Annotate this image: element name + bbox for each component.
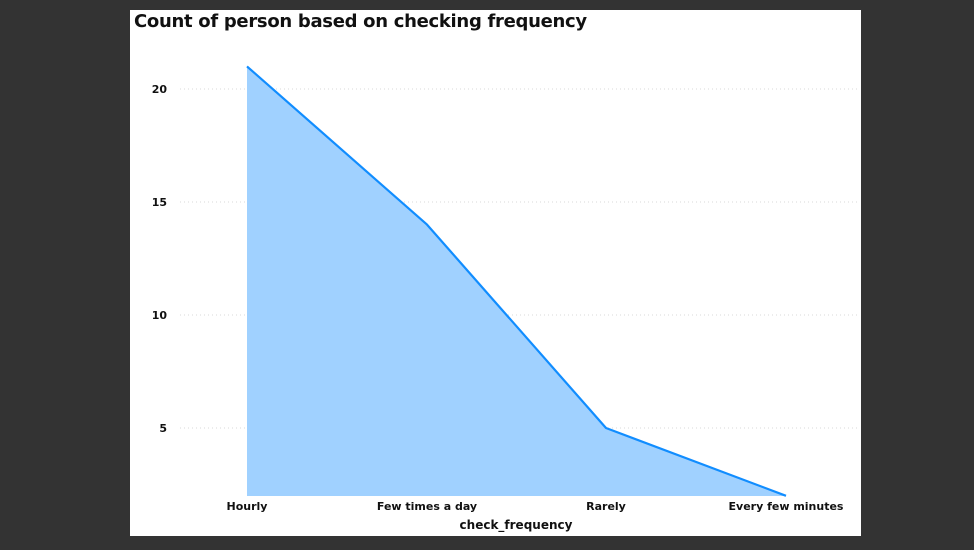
chart-visual[interactable]: Count of person based on checking freque…: [130, 10, 861, 536]
data-point-rarely[interactable]: [603, 425, 609, 431]
area-fill: [247, 66, 786, 497]
chart-title: Count of person based on checking freque…: [134, 11, 587, 32]
area-chart: 5 10 15 20 Hourly Few times a day Rarely Every…: [152, 63, 858, 533]
y-tick-label: 10: [152, 309, 168, 322]
x-tick-label: Every few minutes: [729, 500, 844, 513]
x-axis-ticks: Hourly Few times a day Rarely Every few min…: [227, 500, 844, 513]
area-series: [244, 63, 789, 499]
data-point-few-times-a-day[interactable]: [424, 222, 430, 228]
x-axis-title: check_frequency: [460, 518, 573, 533]
y-tick-label: 15: [152, 196, 167, 209]
y-axis-ticks: 5 10 15 20: [152, 83, 168, 435]
data-point-hourly[interactable]: [244, 63, 250, 69]
x-tick-label: Few times a day: [377, 500, 477, 513]
series-line: [246, 65, 787, 497]
y-tick-label: 5: [159, 422, 167, 435]
x-tick-label: Rarely: [586, 500, 626, 513]
y-tick-label: 20: [152, 83, 168, 96]
data-point-every-few-minutes[interactable]: [783, 493, 789, 499]
x-tick-label: Hourly: [227, 500, 268, 513]
